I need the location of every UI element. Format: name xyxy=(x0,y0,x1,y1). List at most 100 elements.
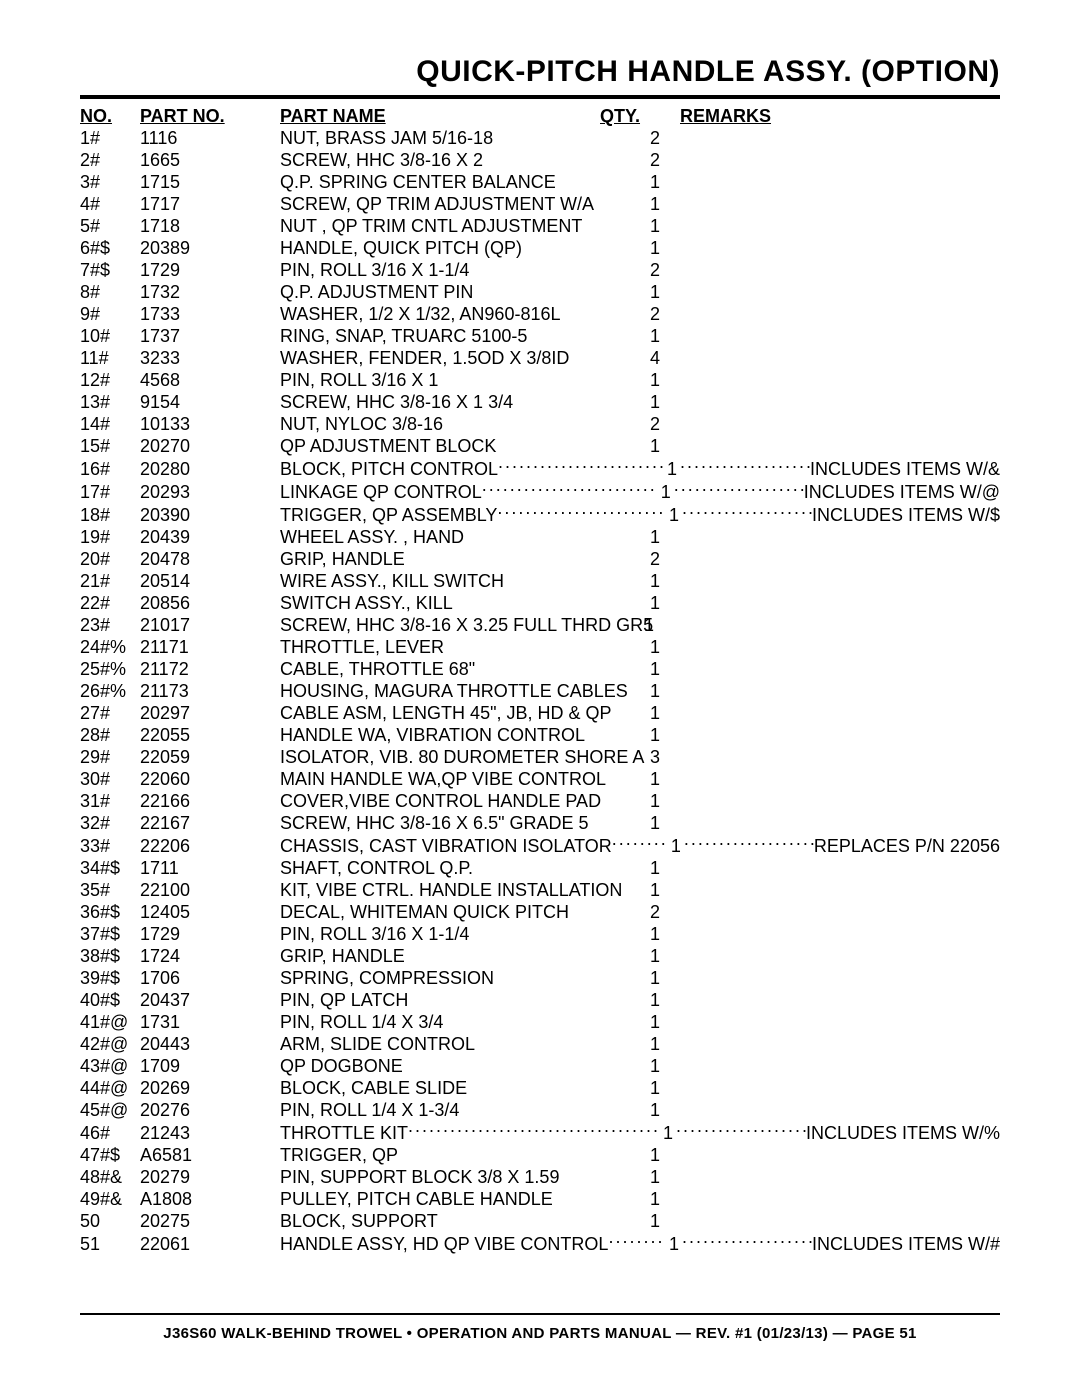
cell-no: 5# xyxy=(80,215,140,237)
cell-no: 50 xyxy=(80,1210,140,1232)
title-rule xyxy=(80,95,1000,99)
table-row: 13#9154SCREW, HHC 3/8-16 X 1 3/41 xyxy=(80,391,1000,413)
table-row: 32#22167SCREW, HHC 3/8-16 X 6.5" GRADE 5… xyxy=(80,812,1000,834)
leader-dots xyxy=(608,1232,666,1250)
cell-name: SCREW, HHC 3/8-16 X 2 xyxy=(280,149,483,171)
cell-name: SCREW, HHC 3/8-16 X 6.5" GRADE 5 xyxy=(280,812,589,834)
cell-partno: 1733 xyxy=(140,303,280,325)
cell-name: DECAL, WHITEMAN QUICK PITCH xyxy=(280,901,569,923)
cell-name: THROTTLE KIT xyxy=(280,1122,408,1144)
page-title: QUICK-PITCH HANDLE ASSY. (OPTION) xyxy=(80,55,1000,89)
cell-partno: 10133 xyxy=(140,413,280,435)
cell-no: 17# xyxy=(80,481,140,503)
cell-qty: 2 xyxy=(650,901,690,923)
cell-partno: 1724 xyxy=(140,945,280,967)
cell-no: 42#@ xyxy=(80,1033,140,1055)
cell-no: 41#@ xyxy=(80,1011,140,1033)
cell-no: 51 xyxy=(80,1233,140,1255)
cell-no: 25#% xyxy=(80,658,140,680)
leader-dots xyxy=(684,834,814,852)
cell-qty: 1 xyxy=(650,879,690,901)
cell-no: 7#$ xyxy=(80,259,140,281)
table-row: 45#@20276PIN, ROLL 1/4 X 1-3/41 xyxy=(80,1099,1000,1121)
table-row: 36#$12405DECAL, WHITEMAN QUICK PITCH2 xyxy=(80,901,1000,923)
cell-qty: 1 xyxy=(650,768,690,790)
cell-qty: 1 xyxy=(660,1122,676,1144)
cell-name: SHAFT, CONTROL Q.P. xyxy=(280,857,473,879)
cell-name: MAIN HANDLE WA,QP VIBE CONTROL xyxy=(280,768,606,790)
parts-table: NO. PART NO. PART NAME QTY. REMARKS 1#11… xyxy=(80,105,1000,1255)
table-row: 30#22060MAIN HANDLE WA,QP VIBE CONTROL1 xyxy=(80,768,1000,790)
cell-name: PIN, SUPPORT BLOCK 3/8 X 1.59 xyxy=(280,1166,559,1188)
cell-name: WHEEL ASSY. , HAND xyxy=(280,526,464,548)
cell-no: 9# xyxy=(80,303,140,325)
table-row: 6#$20389HANDLE, QUICK PITCH (QP)1 xyxy=(80,237,1000,259)
cell-qty: 1 xyxy=(664,458,680,480)
cell-partno: 20390 xyxy=(140,504,280,526)
cell-name: NUT , QP TRIM CNTL ADJUSTMENT xyxy=(280,215,582,237)
cell-name: HOUSING, MAGURA THROTTLE CABLES xyxy=(280,680,628,702)
cell-qty: 1 xyxy=(650,1011,690,1033)
cell-name: PULLEY, PITCH CABLE HANDLE xyxy=(280,1188,553,1210)
cell-no: 14# xyxy=(80,413,140,435)
cell-no: 20# xyxy=(80,548,140,570)
cell-no: 40#$ xyxy=(80,989,140,1011)
cell-partno: 22055 xyxy=(140,724,280,746)
cell-no: 11# xyxy=(80,347,140,369)
table-row: 40#$20437PIN, QP LATCH1 xyxy=(80,989,1000,1011)
cell-no: 13# xyxy=(80,391,140,413)
cell-qty: 1 xyxy=(658,481,674,503)
cell-qty: 1 xyxy=(650,1055,690,1077)
cell-no: 29# xyxy=(80,746,140,768)
cell-name: PIN, ROLL 3/16 X 1-1/4 xyxy=(280,259,469,281)
cell-partno: 22166 xyxy=(140,790,280,812)
table-row: 7#$1729PIN, ROLL 3/16 X 1-1/42 xyxy=(80,259,1000,281)
table-row: 28#22055HANDLE WA, VIBRATION CONTROL1 xyxy=(80,724,1000,746)
page: QUICK-PITCH HANDLE ASSY. (OPTION) NO. PA… xyxy=(0,0,1080,1397)
cell-qty: 1 xyxy=(650,369,690,391)
cell-remarks: INCLUDES ITEMS W/@ xyxy=(804,481,1000,503)
cell-no: 38#$ xyxy=(80,945,140,967)
cell-no: 45#@ xyxy=(80,1099,140,1121)
page-footer: J36S60 WALK-BEHIND TROWEL • OPERATION AN… xyxy=(80,1285,1000,1342)
table-row: 2#1665SCREW, HHC 3/8-16 X 22 xyxy=(80,149,1000,171)
leader-dots xyxy=(680,457,810,475)
cell-no: 36#$ xyxy=(80,901,140,923)
table-row: 15#20270QP ADJUSTMENT BLOCK1 xyxy=(80,435,1000,457)
col-header-qty: QTY. xyxy=(600,105,640,127)
cell-qty: 1 xyxy=(650,812,690,834)
cell-partno: A6581 xyxy=(140,1144,280,1166)
cell-no: 6#$ xyxy=(80,237,140,259)
cell-name: COVER,VIBE CONTROL HANDLE PAD xyxy=(280,790,601,812)
cell-name: SCREW, HHC 3/8-16 X 3.25 FULL THRD GR5 xyxy=(280,614,653,636)
table-row: 48#&20279PIN, SUPPORT BLOCK 3/8 X 1.591 xyxy=(80,1166,1000,1188)
cell-no: 34#$ xyxy=(80,857,140,879)
cell-partno: 1711 xyxy=(140,857,280,879)
cell-partno: 22100 xyxy=(140,879,280,901)
cell-no: 21# xyxy=(80,570,140,592)
cell-name: BLOCK, SUPPORT xyxy=(280,1210,438,1232)
cell-qty: 1 xyxy=(666,1233,682,1255)
cell-name: GRIP, HANDLE xyxy=(280,548,405,570)
cell-partno: 20297 xyxy=(140,702,280,724)
cell-partno: 21173 xyxy=(140,680,280,702)
cell-name: CABLE ASM, LENGTH 45", JB, HD & QP xyxy=(280,702,612,724)
cell-name: HANDLE, QUICK PITCH (QP) xyxy=(280,237,522,259)
cell-qty: 1 xyxy=(650,171,690,193)
cell-qty: 1 xyxy=(650,680,690,702)
cell-qty: 1 xyxy=(650,193,690,215)
cell-qty: 1 xyxy=(650,237,690,259)
cell-no: 48#& xyxy=(80,1166,140,1188)
cell-no: 30# xyxy=(80,768,140,790)
cell-name: Q.P. ADJUSTMENT PIN xyxy=(280,281,473,303)
cell-name: PIN, ROLL 1/4 X 3/4 xyxy=(280,1011,443,1033)
table-row: 19#20439WHEEL ASSY. , HAND1 xyxy=(80,526,1000,548)
table-header: NO. PART NO. PART NAME QTY. REMARKS xyxy=(80,105,1000,127)
table-row: 17#20293LINKAGE QP CONTROL 1INCLUDES ITE… xyxy=(80,480,1000,503)
footer-text: J36S60 WALK-BEHIND TROWEL • OPERATION AN… xyxy=(80,1325,1000,1342)
cell-no: 15# xyxy=(80,435,140,457)
cell-qty: 1 xyxy=(650,702,690,724)
cell-qty: 1 xyxy=(650,724,690,746)
cell-no: 46# xyxy=(80,1122,140,1144)
table-row: 5122061HANDLE ASSY, HD QP VIBE CONTROL 1… xyxy=(80,1232,1000,1255)
